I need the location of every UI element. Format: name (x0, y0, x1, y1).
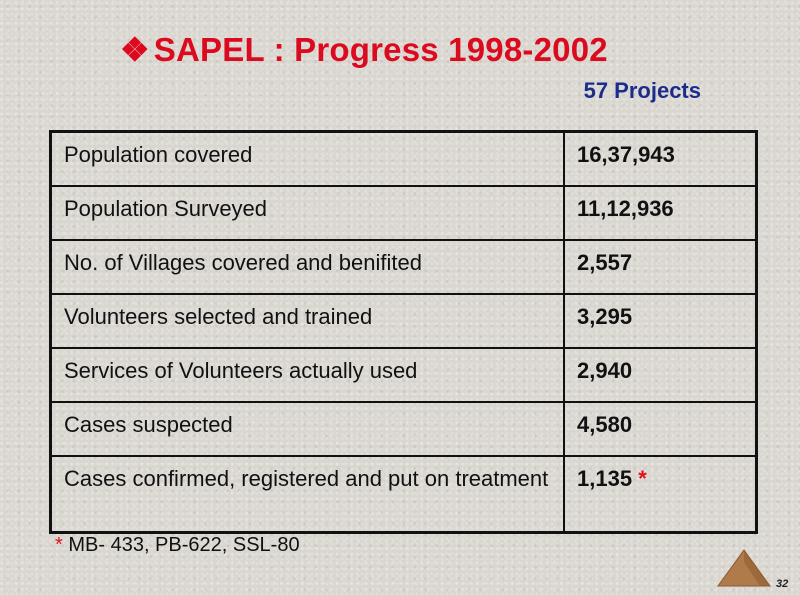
row-label: Cases confirmed, registered and put on t… (49, 455, 565, 534)
footnote-marker: * (55, 534, 63, 556)
footnote-marker: * (638, 466, 647, 491)
table-row: Population Surveyed 11,12,936 (49, 185, 758, 241)
diamond-bullet-icon: ❖ (120, 31, 150, 68)
row-label: Volunteers selected and trained (49, 293, 565, 349)
row-value: 3,295 (563, 293, 758, 349)
table-row: Population covered 16,37,943 (49, 130, 758, 187)
footnote-text: MB- 433, PB-622, SSL-80 (68, 534, 300, 556)
footnote: * MB- 433, PB-622, SSL-80 (55, 534, 300, 557)
table-row: Services of Volunteers actually used 2,9… (49, 347, 758, 403)
progress-table: Population covered 16,37,943 Population … (49, 130, 758, 534)
row-value: 4,580 (563, 401, 758, 457)
row-value-text: 1,135 (577, 466, 633, 491)
page-number: 32 (776, 578, 789, 590)
table-row: Cases confirmed, registered and put on t… (49, 455, 758, 534)
table-row: Volunteers selected and trained 3,295 (49, 293, 758, 349)
row-label: Population Surveyed (49, 185, 565, 241)
slide-title: ❖ SAPEL : Progress 1998-2002 (120, 30, 720, 69)
slide-subtitle: 57 Projects (583, 78, 701, 103)
slide-title-text: SAPEL : Progress 1998-2002 (153, 31, 608, 68)
row-label: No. of Villages covered and benifited (49, 239, 565, 295)
row-value: 2,557 (563, 239, 758, 295)
row-label: Cases suspected (49, 401, 565, 457)
row-value: 2,940 (563, 347, 758, 403)
row-value: 11,12,936 (563, 185, 758, 241)
table-row: No. of Villages covered and benifited 2,… (49, 239, 758, 295)
row-value: 1,135 * (563, 455, 758, 534)
row-label: Population covered (49, 130, 565, 187)
row-label: Services of Volunteers actually used (49, 347, 565, 403)
triangle-up-icon[interactable] (716, 548, 772, 588)
table-row: Cases suspected 4,580 (49, 401, 758, 457)
row-value: 16,37,943 (563, 130, 758, 187)
